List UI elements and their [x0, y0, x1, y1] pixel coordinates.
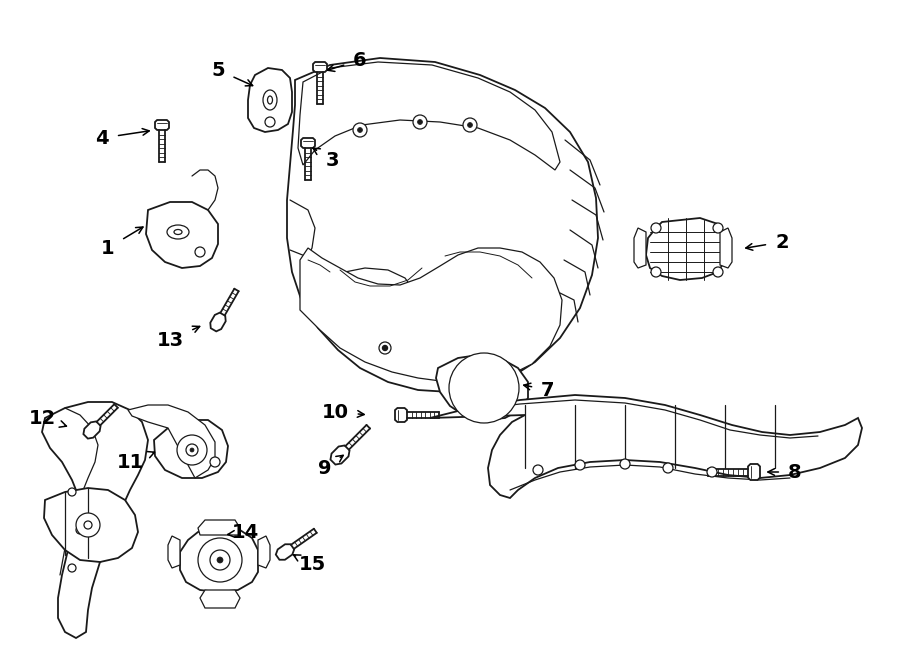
Polygon shape — [301, 138, 315, 148]
Polygon shape — [154, 420, 228, 478]
Circle shape — [190, 448, 194, 452]
Circle shape — [482, 385, 487, 391]
Polygon shape — [395, 408, 407, 422]
Circle shape — [76, 526, 84, 534]
Text: 6: 6 — [328, 50, 367, 71]
Circle shape — [68, 488, 76, 496]
Polygon shape — [362, 332, 392, 352]
Polygon shape — [84, 422, 101, 439]
Text: 14: 14 — [228, 524, 258, 542]
Polygon shape — [146, 202, 218, 268]
Text: 10: 10 — [321, 402, 365, 422]
Circle shape — [663, 463, 673, 473]
Polygon shape — [430, 395, 862, 498]
Circle shape — [195, 247, 205, 257]
Circle shape — [217, 557, 223, 563]
Circle shape — [76, 513, 100, 537]
Polygon shape — [328, 268, 415, 336]
Circle shape — [476, 380, 492, 396]
Circle shape — [449, 353, 519, 423]
Circle shape — [713, 267, 723, 277]
Circle shape — [418, 120, 422, 124]
Polygon shape — [198, 520, 240, 535]
Polygon shape — [436, 355, 528, 420]
Circle shape — [651, 223, 661, 233]
Polygon shape — [42, 402, 148, 638]
Circle shape — [379, 342, 391, 354]
Polygon shape — [646, 218, 724, 280]
Polygon shape — [258, 536, 270, 568]
Text: 3: 3 — [313, 148, 338, 169]
Ellipse shape — [267, 96, 273, 104]
Circle shape — [265, 117, 275, 127]
Text: 11: 11 — [116, 451, 155, 471]
Circle shape — [575, 460, 585, 470]
Polygon shape — [298, 62, 560, 170]
Circle shape — [382, 346, 388, 350]
Text: 5: 5 — [212, 60, 253, 86]
Circle shape — [353, 123, 367, 137]
Circle shape — [186, 444, 198, 456]
Polygon shape — [128, 405, 215, 478]
Circle shape — [357, 128, 363, 132]
Circle shape — [713, 223, 723, 233]
Ellipse shape — [167, 225, 189, 239]
Ellipse shape — [174, 230, 182, 234]
Circle shape — [210, 550, 230, 570]
Circle shape — [198, 538, 242, 582]
Polygon shape — [748, 464, 760, 480]
Text: 12: 12 — [29, 408, 67, 428]
Text: 4: 4 — [95, 128, 149, 148]
Circle shape — [413, 115, 427, 129]
Polygon shape — [44, 488, 138, 562]
Circle shape — [466, 370, 502, 406]
Polygon shape — [634, 228, 646, 268]
Text: 15: 15 — [293, 555, 326, 575]
Circle shape — [68, 564, 76, 572]
Polygon shape — [330, 446, 349, 465]
Circle shape — [463, 118, 477, 132]
Polygon shape — [155, 120, 169, 130]
Circle shape — [651, 267, 661, 277]
Text: 2: 2 — [746, 232, 788, 252]
Polygon shape — [168, 536, 180, 568]
Circle shape — [468, 122, 472, 128]
Polygon shape — [275, 544, 294, 560]
Text: 13: 13 — [157, 326, 200, 350]
Polygon shape — [720, 228, 732, 268]
Ellipse shape — [263, 90, 277, 110]
Polygon shape — [200, 590, 240, 608]
Circle shape — [210, 457, 220, 467]
Circle shape — [84, 521, 92, 529]
Circle shape — [707, 467, 717, 477]
Text: 9: 9 — [319, 455, 343, 477]
Text: 1: 1 — [101, 227, 143, 258]
Text: 8: 8 — [768, 463, 802, 481]
Polygon shape — [248, 68, 292, 132]
Polygon shape — [287, 58, 598, 392]
Circle shape — [533, 465, 543, 475]
Polygon shape — [313, 62, 327, 72]
Polygon shape — [180, 528, 258, 592]
Circle shape — [177, 435, 207, 465]
Polygon shape — [300, 248, 562, 382]
Text: 7: 7 — [524, 381, 554, 399]
Circle shape — [620, 459, 630, 469]
Polygon shape — [211, 312, 226, 332]
